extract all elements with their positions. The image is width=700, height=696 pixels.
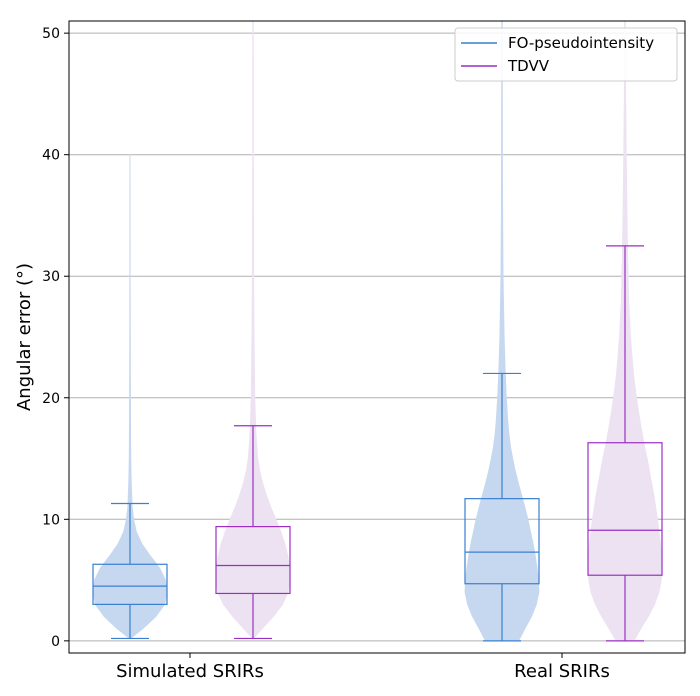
y-tick-label-10: 10: [42, 512, 60, 528]
legend-label-tdvv: TDVV: [507, 57, 550, 75]
violin-fo-pseudointensity-1: [464, 20, 540, 642]
y-axis-ticks: 0 10 20 30 40 50: [42, 26, 69, 650]
legend: FO-pseudointensity TDVV: [454, 27, 678, 82]
legend-label-fo-pseudointensity: FO-pseudointensity: [508, 34, 654, 52]
y-tick-label-40: 40: [42, 148, 60, 164]
violin-fo-pseudointensity-0: [92, 154, 168, 639]
plot-area-frame: [68, 20, 686, 654]
iqr-box-tdvv-0: [215, 525, 291, 595]
y-tick-label-20: 20: [42, 391, 60, 407]
iqr-box-fo-pseudointensity-1: [464, 498, 540, 585]
y-tick-label-0: 0: [51, 634, 60, 650]
box-plot-fo-pseudointensity-0: [92, 502, 168, 640]
box-plot-tdvv-0: [215, 425, 291, 640]
violins: [92, 20, 663, 642]
x-axis-category-labels: Simulated SRIRs Real SRIRs: [116, 653, 610, 682]
iqr-box-tdvv-1: [587, 442, 663, 576]
x-category-label-0: Simulated SRIRs: [116, 661, 264, 682]
legend-box: [454, 27, 678, 82]
violin-tdvv-0: [215, 20, 291, 639]
box-plot-tdvv-1: [587, 245, 663, 642]
y-tick-label-30: 30: [42, 269, 60, 285]
y-axis-label: Angular error (°): [14, 263, 35, 411]
grid-lines: [69, 32, 685, 642]
y-tick-label-50: 50: [42, 26, 60, 42]
box-plots: [92, 245, 663, 642]
iqr-box-fo-pseudointensity-0: [92, 563, 168, 605]
box-plot-fo-pseudointensity-1: [464, 372, 540, 642]
x-category-label-1: Real SRIRs: [514, 661, 610, 682]
